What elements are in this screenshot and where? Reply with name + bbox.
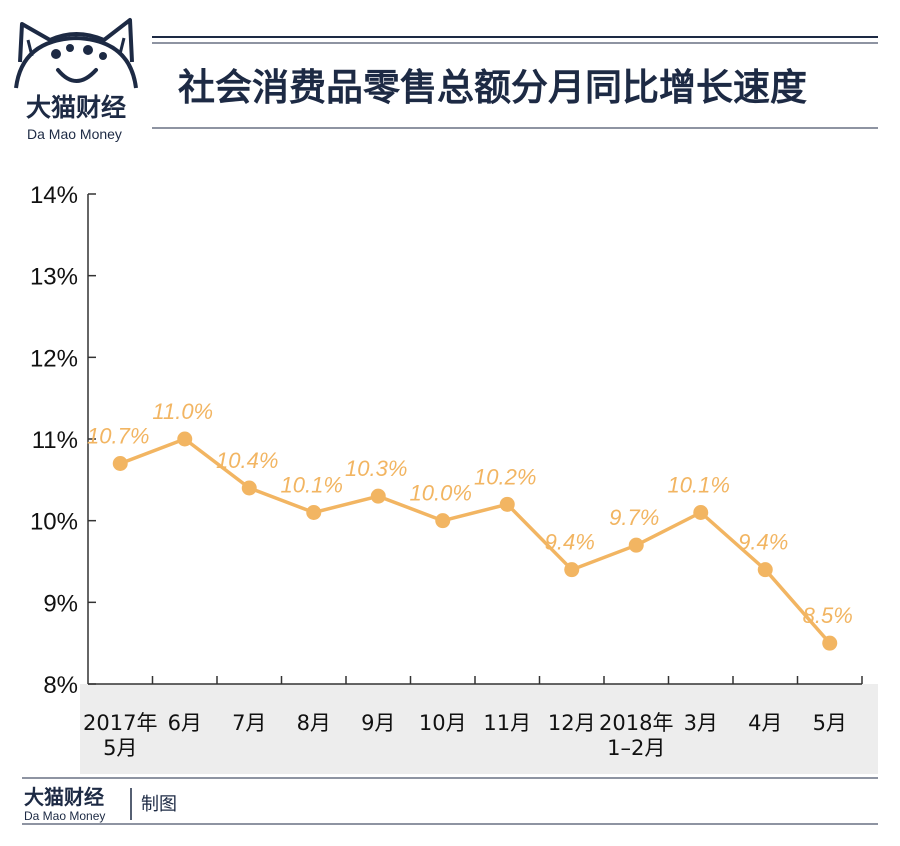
series-line <box>119 437 832 645</box>
chart-title: 社会消费品零售总额分月同比增长速度 <box>178 65 807 109</box>
y-tick-label: 12% <box>30 345 78 372</box>
data-label: 9.4% <box>545 530 595 555</box>
data-label: 10.4% <box>216 448 278 473</box>
category-label: 2018年 1–2月 <box>599 711 673 760</box>
cat-face-icon <box>14 18 138 89</box>
data-label: 10.1% <box>281 473 343 498</box>
data-label: 10.7% <box>87 424 149 449</box>
category-label: 8月 <box>297 711 331 735</box>
data-point <box>241 480 257 496</box>
category-label-line: 9月 <box>361 711 395 735</box>
data-point <box>306 505 322 520</box>
data-label: 10.0% <box>410 481 472 506</box>
data-point <box>112 456 128 471</box>
category-label: 3月 <box>684 711 718 735</box>
data-label: 8.5% <box>803 603 853 628</box>
category-label: 11月 <box>483 711 531 735</box>
data-points <box>112 431 838 651</box>
category-label-line: 1–2月 <box>607 736 665 760</box>
category-label: 10月 <box>419 711 467 735</box>
category-band <box>80 684 878 774</box>
category-label-line: 7月 <box>232 711 266 735</box>
data-label: 10.1% <box>668 473 730 498</box>
footer-credit: 制图 <box>141 794 177 815</box>
category-label-line: 5月 <box>103 736 137 760</box>
category-label: 9月 <box>361 711 395 735</box>
data-label: 10.2% <box>474 464 536 489</box>
category-label: 4月 <box>748 711 782 735</box>
x-axis <box>88 676 863 685</box>
data-point <box>435 513 451 529</box>
category-label: 12月 <box>548 711 596 735</box>
series-polyline <box>119 437 832 645</box>
y-tick-label: 14% <box>30 182 78 209</box>
data-point <box>370 488 386 504</box>
y-tick-label: 10% <box>30 509 78 536</box>
category-label-line: 3月 <box>684 711 718 735</box>
category-label-line: 10月 <box>419 711 467 735</box>
brand-name-en: Da Mao Money <box>27 126 122 142</box>
category-label: 7月 <box>232 711 266 735</box>
data-label: 9.4% <box>738 530 788 555</box>
data-point <box>757 562 773 578</box>
category-label: 5月 <box>813 711 847 735</box>
title-rules <box>152 36 878 129</box>
category-label-line: 11月 <box>483 711 531 735</box>
data-labels: 10.7%11.0%10.4%10.1%10.3%10.0%10.2%9.4%9… <box>87 399 853 628</box>
data-point <box>499 496 515 512</box>
category-label: 6月 <box>168 711 202 735</box>
category-label-line: 6月 <box>168 711 202 735</box>
category-label-line: 5月 <box>813 711 847 735</box>
category-label: 2017年 5月 <box>83 711 157 760</box>
header: 大猫财经 Da Mao Money 社会消费品零售总额分月同比增长速度 <box>14 18 878 142</box>
data-point <box>564 562 580 578</box>
data-label: 11.0% <box>152 399 213 424</box>
y-tick-label: 8% <box>43 672 78 699</box>
y-tick-label: 11% <box>32 427 78 454</box>
data-point <box>628 537 644 553</box>
brand-logo: 大猫财经 Da Mao Money <box>14 18 138 142</box>
category-label-line: 4月 <box>748 711 782 735</box>
category-label-line: 2018年 <box>599 711 673 735</box>
y-axis: 14% 13% 12% 11% 10% 9% 8% <box>30 182 96 699</box>
footer-brand-en: Da Mao Money <box>24 809 105 823</box>
brand-name-cn: 大猫财经 <box>26 93 126 122</box>
y-tick-label: 9% <box>43 590 78 617</box>
data-point <box>822 635 838 651</box>
category-label-line: 12月 <box>548 711 596 735</box>
data-point <box>177 431 193 447</box>
category-label-line: 2017年 <box>83 711 157 735</box>
footer-brand-cn: 大猫财经 <box>24 785 104 809</box>
data-point <box>693 505 709 520</box>
y-tick-label: 13% <box>30 264 78 291</box>
footer: 大猫财经 Da Mao Money 制图 <box>22 777 878 825</box>
category-label-line: 8月 <box>297 711 331 735</box>
line-chart: 14%13%12%11%10%9%8% 10.7%11.0%10.4%10.1%… <box>30 182 878 774</box>
data-label: 10.3% <box>345 456 407 481</box>
data-label: 9.7% <box>609 505 659 530</box>
